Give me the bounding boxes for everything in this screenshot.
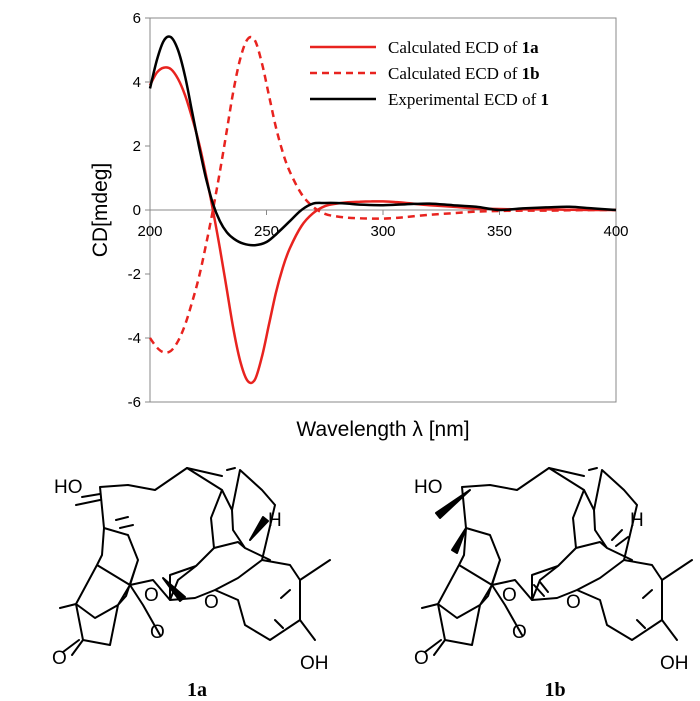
atom-o: O bbox=[144, 585, 159, 606]
legend-label-compound: 1 bbox=[541, 90, 550, 109]
atom-oh: OH bbox=[300, 653, 329, 674]
legend-label: Calculated ECD of 1a bbox=[388, 38, 539, 57]
legend-label-compound: 1b bbox=[522, 64, 540, 83]
series-line-2 bbox=[148, 35, 617, 354]
hash-bond bbox=[533, 581, 549, 597]
atom-h: H bbox=[630, 510, 644, 531]
atom-ho: HO bbox=[54, 477, 83, 498]
atom-o: O bbox=[512, 622, 527, 643]
atom-ho: HO bbox=[414, 477, 443, 498]
x-tick-label: 350 bbox=[487, 223, 512, 240]
legend-label-compound: 1a bbox=[522, 38, 540, 57]
double-bond bbox=[548, 467, 598, 477]
atom-o: O bbox=[566, 592, 581, 613]
ecd-chart: 6 4 2 0 -2 -4 -6 200 250 300 350 400 CD[mdeg] Wave… bbox=[89, 10, 629, 441]
y-tick-label: -2 bbox=[128, 266, 141, 283]
y-tick-label: -6 bbox=[128, 394, 141, 411]
wedge-bond bbox=[451, 527, 467, 554]
y-tick-label: 2 bbox=[133, 138, 141, 155]
legend-label-text: Calculated ECD of bbox=[388, 64, 522, 83]
atom-o: O bbox=[502, 585, 517, 606]
y-tick-label: 4 bbox=[133, 74, 141, 91]
series-line-3 bbox=[148, 35, 617, 247]
hash-bond bbox=[75, 493, 101, 506]
atom-o: O bbox=[414, 648, 429, 669]
x-tick-label: 400 bbox=[603, 223, 628, 240]
x-tick-label: 200 bbox=[137, 223, 162, 240]
hash-bond bbox=[115, 516, 134, 529]
y-tick-label: 6 bbox=[133, 10, 141, 27]
y-tick-label: -4 bbox=[128, 330, 141, 347]
atom-oh: OH bbox=[660, 653, 689, 674]
legend-label: Calculated ECD of 1b bbox=[388, 64, 540, 83]
x-tick-label: 300 bbox=[370, 223, 395, 240]
structure-1b bbox=[421, 467, 693, 656]
wedge-bond bbox=[435, 489, 471, 519]
legend-label-text: Experimental ECD of bbox=[388, 90, 541, 109]
legend-label: Experimental ECD of 1 bbox=[388, 90, 549, 109]
wedge-bond bbox=[249, 516, 269, 541]
y-tick-label: 0 bbox=[133, 202, 141, 219]
legend-label-text: Calculated ECD of bbox=[388, 38, 522, 57]
wedge-bond bbox=[162, 577, 186, 602]
structure-1a bbox=[59, 467, 331, 656]
bond-lines bbox=[59, 467, 331, 656]
compound-label-1a: 1a bbox=[187, 679, 207, 701]
hash-bond bbox=[611, 529, 629, 547]
atom-h: H bbox=[268, 510, 282, 531]
x-axis-label: Wavelength λ [nm] bbox=[296, 418, 469, 441]
y-axis-label: CD[mdeg] bbox=[89, 163, 112, 258]
bond-lines bbox=[421, 467, 693, 656]
atom-o: O bbox=[52, 648, 67, 669]
atom-o: O bbox=[150, 622, 165, 643]
compound-label-1b: 1b bbox=[544, 679, 565, 701]
x-tick-label: 250 bbox=[254, 223, 279, 240]
double-bond bbox=[186, 467, 236, 477]
atom-o: O bbox=[204, 592, 219, 613]
